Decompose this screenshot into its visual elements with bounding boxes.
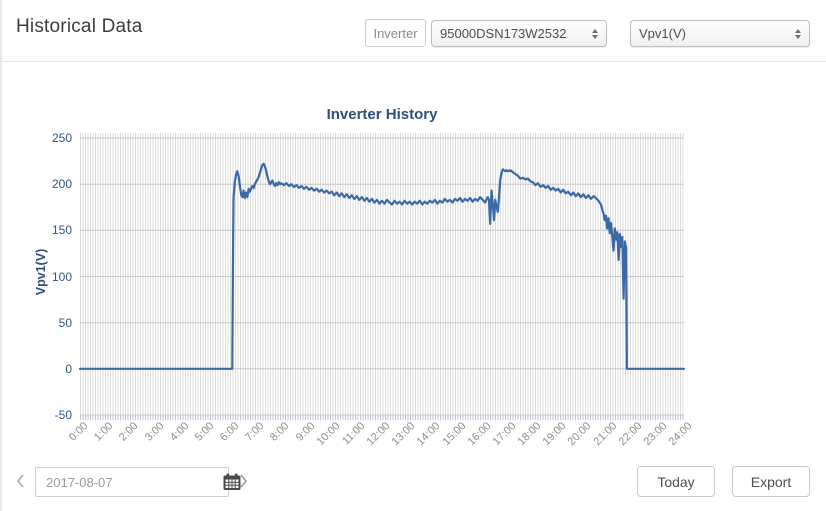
export-button[interactable]: Export <box>732 466 810 497</box>
y-tick-label: 100 <box>51 269 72 284</box>
header-divider <box>2 61 826 62</box>
y-tick-label: -50 <box>54 408 72 422</box>
chevron-right-icon <box>240 474 248 488</box>
date-input[interactable] <box>36 474 222 490</box>
parameter-select[interactable]: Vpv1(V) <box>630 20 810 47</box>
inverter-select-value: 95000DSN173W2532 <box>440 26 567 41</box>
calendar-icon <box>223 473 241 490</box>
y-tick-label: 200 <box>51 177 72 192</box>
inverter-label-text: Inverter <box>373 25 418 41</box>
today-button-label: Today <box>657 473 695 490</box>
x-axis-tickmarks <box>80 415 684 420</box>
select-stepper-icon <box>592 28 598 39</box>
chevron-left-icon <box>16 474 24 488</box>
y-tick-label: 50 <box>58 315 72 330</box>
today-button[interactable]: Today <box>637 466 715 497</box>
y-tick-label: 250 <box>51 131 72 145</box>
parameter-select-value: Vpv1(V) <box>639 26 686 41</box>
date-picker[interactable] <box>35 467 241 497</box>
export-button-label: Export <box>750 473 792 490</box>
inverter-history-line-chart <box>78 137 686 416</box>
y-tick-label: 0 <box>65 361 72 376</box>
select-stepper-icon <box>795 28 801 39</box>
previous-day-button[interactable] <box>14 472 28 490</box>
inverter-select[interactable]: 95000DSN173W2532 <box>431 20 607 47</box>
chart-title: Inverter History <box>326 106 438 123</box>
page-title: Historical Data <box>16 16 143 37</box>
inverter-label: Inverter <box>365 19 426 47</box>
calendar-button[interactable] <box>222 471 242 493</box>
y-tick-label: 150 <box>51 223 72 238</box>
next-day-button[interactable] <box>236 472 250 490</box>
